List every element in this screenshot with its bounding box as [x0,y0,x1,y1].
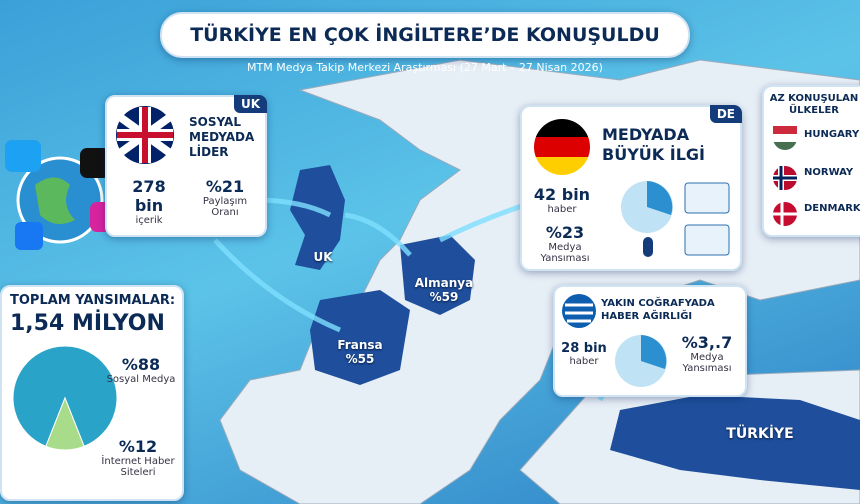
uk-panel: UK SOSYAL MEDYADA LİDER 278 bin içerik %2… [105,95,267,237]
arrow [438,202,526,243]
stat-label: Paylaşım Oranı [202,196,248,218]
stat-value: %3,.7 [681,333,733,352]
map-label: TÜRKİYE [726,426,794,442]
title-line: YAKIN COĞRAFYADA [601,298,715,309]
map-label: Fransa %55 [330,338,390,366]
low-panel: AZ KONUŞULAN ÜLKELER HUNGARY NORWAY DENM… [762,85,860,237]
country-name: Almanya [414,276,474,290]
title-line: BÜYÜK İLGİ [602,145,705,164]
turkey-shape [610,395,860,490]
title: TÜRKİYE EN ÇOK İNGİLTERE’DE KONUŞULDU [190,24,660,46]
country-row [772,201,798,231]
country-row [772,125,798,155]
arrow [213,238,341,333]
title-line: SOSYAL [189,115,241,129]
total: 1,54 MİLYON [10,311,165,336]
value-label: %12 [118,437,158,456]
map-label: Almanya %59 [412,276,476,304]
country-row [772,165,798,195]
gr-panel: YAKIN COĞRAFYADA HABER AĞIRLIĞI 28 bin ha… [553,285,747,397]
title-line: AZ KONUŞULAN [769,93,859,104]
value-label: %88 [121,355,161,374]
uk-shape [290,165,345,270]
globe-land [35,177,75,224]
de-panel: DE MEDYADA BÜYÜK İLGİ 42 bin haber %23 Med… [520,105,742,271]
country-name: Fransa [337,338,383,352]
stat-value: 28 bin [561,341,607,356]
title-line: ÜLKELER [789,105,839,116]
pie-slice [12,345,118,447]
x-icon [80,148,110,178]
france-shape [310,290,410,385]
pie-icon [615,335,667,387]
stat-label: Medya Yansıması [682,352,732,374]
facebook-icon [15,222,43,250]
total-panel: TOPLAM YANSIMALAR: 1,54 MİLYON %88 Sosyal… [0,285,184,501]
title-line: LİDER [189,145,229,159]
country: HUNGARY [804,129,860,140]
title-line: MEDYADA [189,130,255,144]
panel-title: MEDYADA BÜYÜK İLGİ [602,125,705,165]
country-value: %55 [345,352,375,366]
tag: UK [233,95,267,113]
country-value: %59 [429,290,459,304]
panel-title: TOPLAM YANSIMALAR: [10,293,176,308]
panel-title: AZ KONUŞULAN ÜLKELER [764,93,860,117]
media-icons [621,181,730,257]
uk-flag [116,106,174,164]
slice-label: Sosyal Medya [106,374,176,385]
gr-flag [562,294,596,328]
title-line: HABER AĞIRLIĞI [601,311,693,322]
stat-value: 278 bin [132,177,166,215]
arrow [344,212,412,257]
slice-label: İnternet Haber Siteleri [101,456,175,478]
panel-title: YAKIN COĞRAFYADA HABER AĞIRLIĞI [601,297,715,323]
twitter-icon [5,140,41,172]
stat-label: haber [569,356,599,367]
panel-title: SOSYAL MEDYADA LİDER [189,115,254,160]
country: DENMARK [804,203,860,214]
germany-shape [400,235,475,315]
country: NORWAY [804,167,854,178]
map-label: UK [313,250,333,264]
subtitle: MTM Medya Takip Merkezi Araştırması (27 … [247,61,603,74]
pie [12,345,118,451]
title-banner: TÜRKİYE EN ÇOK İNGİLTERE’DE KONUŞULDU [160,12,690,58]
de-flag [534,119,590,175]
stat-label: haber [547,204,577,215]
stat-value: %21 [205,177,245,196]
stat-value: %23 [545,223,585,242]
stat-label: Medya Yansıması [540,242,590,264]
tag: DE [709,105,742,123]
stat-label: içerik [135,215,163,226]
title-line: MEDYADA [602,125,690,144]
stat-value: 42 bin [533,185,591,204]
pie-slice [45,396,85,451]
